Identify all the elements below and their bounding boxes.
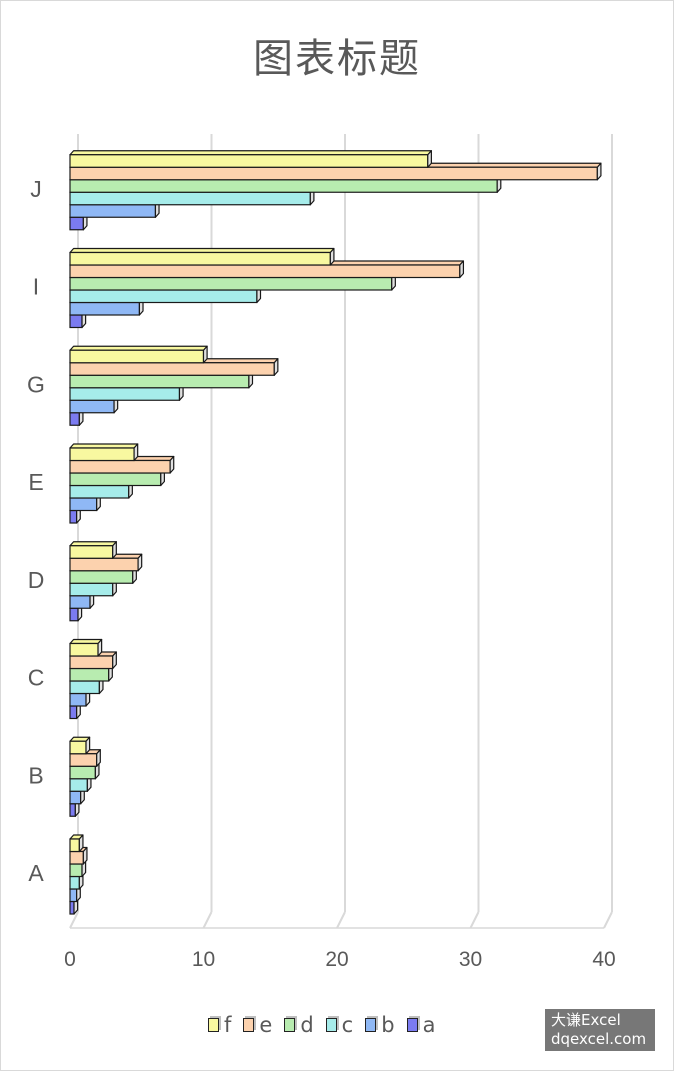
legend-swatch xyxy=(365,1018,377,1032)
legend-item-d: d xyxy=(284,1013,314,1037)
legend-item-a: a xyxy=(406,1013,436,1037)
legend-label: e xyxy=(259,1013,273,1037)
legend-item-f: f xyxy=(208,1013,231,1037)
legend-swatch xyxy=(208,1018,219,1032)
bar-f-B xyxy=(69,736,91,755)
watermark-line1: 大谦Excel xyxy=(551,1011,621,1029)
legend-item-e: e xyxy=(243,1013,272,1037)
watermark: 大谦Excel dqexcel.com xyxy=(545,1009,655,1051)
gridline-floor xyxy=(469,911,480,929)
x-tick-label: 30 xyxy=(459,948,482,971)
bar-f-D xyxy=(69,541,117,559)
gridline-floor xyxy=(336,911,346,929)
x-tick-label: 40 xyxy=(592,948,615,971)
category-label: G xyxy=(27,371,45,397)
gridline-floor xyxy=(202,911,213,929)
legend-item-c: c xyxy=(325,1013,354,1037)
x-tick-label: 0 xyxy=(64,948,76,971)
gridline-floor xyxy=(69,911,79,929)
bar-f-G xyxy=(69,345,208,364)
category-label: A xyxy=(28,860,44,886)
category-label: D xyxy=(28,567,45,593)
legend-swatch xyxy=(325,1018,337,1032)
legend-label: d xyxy=(300,1013,314,1037)
category-label: E xyxy=(28,469,43,495)
legend-label: c xyxy=(341,1013,354,1037)
legend-swatch xyxy=(284,1018,296,1032)
category-label: C xyxy=(28,665,45,691)
x-tick-label: 20 xyxy=(325,948,348,971)
category-label: I xyxy=(33,274,39,300)
bar-f-J xyxy=(69,150,432,168)
legend-label: f xyxy=(224,1013,232,1037)
legend-swatch xyxy=(243,1018,255,1032)
legend-swatch xyxy=(406,1018,418,1032)
legend-label: a xyxy=(422,1013,436,1037)
watermark-line2: dqexcel.com xyxy=(551,1030,647,1048)
legend-label: b xyxy=(381,1013,395,1037)
bar-f-I xyxy=(69,247,335,266)
legend-item-b: b xyxy=(365,1013,395,1037)
category-label: B xyxy=(28,762,43,788)
gridline-floor xyxy=(603,911,613,929)
x-tick-label: 10 xyxy=(192,948,215,971)
bar-f-A xyxy=(69,834,84,853)
category-label: J xyxy=(30,176,42,202)
chart-title: 图表标题 xyxy=(253,36,421,82)
bar-f-C xyxy=(69,638,103,657)
bar-f-E xyxy=(69,443,139,462)
